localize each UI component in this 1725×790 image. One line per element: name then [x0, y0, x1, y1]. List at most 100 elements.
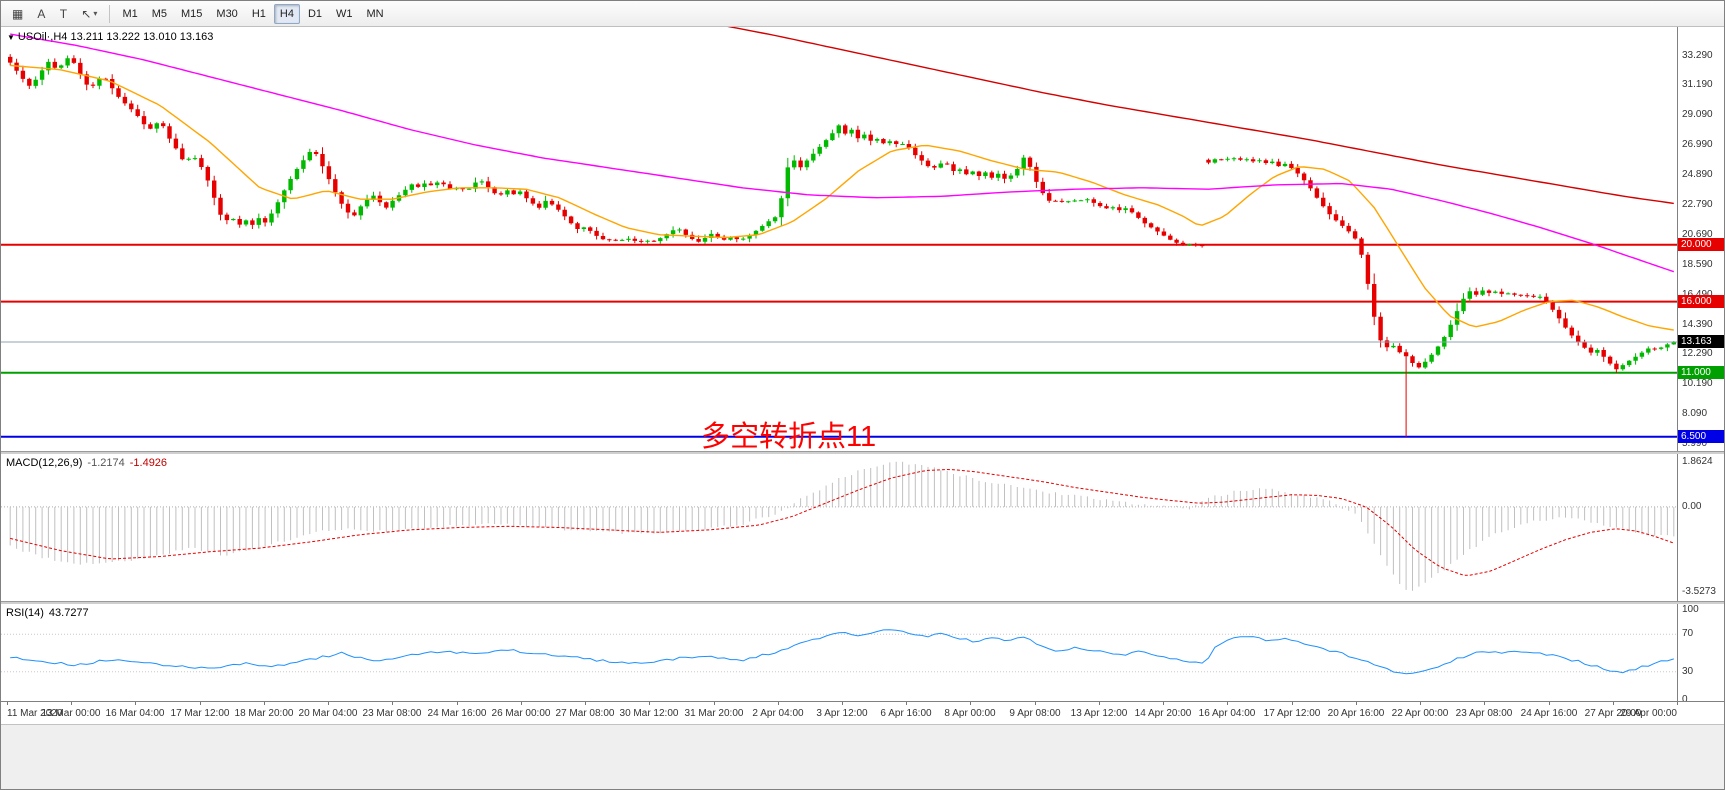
timeframe-M1[interactable]: M1 [116, 4, 143, 24]
timeframe-D1[interactable]: D1 [302, 4, 328, 24]
chart-annotation[interactable]: 多空转折点11 [701, 421, 877, 453]
price-tick: 20.690 [1682, 229, 1713, 240]
price-tick: 12.290 [1682, 348, 1713, 359]
time-tick [264, 702, 265, 705]
macd-header: MACD(12,26,9) -1.2174 -1.4926 [6, 457, 172, 469]
time-label: 29 Apr 00:00 [1620, 708, 1677, 719]
time-tick [1484, 702, 1485, 705]
time-tick [1613, 702, 1614, 705]
timeframe-W1[interactable]: W1 [330, 4, 359, 24]
macd-plot[interactable] [1, 454, 1677, 601]
time-label: 24 Mar 16:00 [427, 708, 487, 719]
time-label: 3 Apr 12:00 [816, 708, 868, 719]
down-candle-bodies [7, 56, 1657, 370]
time-label: 20 Mar 04:00 [298, 708, 358, 719]
macd-histogram [9, 461, 1675, 591]
price-tick: 16.490 [1682, 289, 1713, 300]
rsi-value: 43.7277 [48, 607, 89, 619]
timeframe-H4[interactable]: H4 [273, 3, 300, 24]
time-label: 16 Apr 04:00 [1198, 708, 1256, 719]
time-tick [7, 702, 8, 705]
timeframe-M5[interactable]: M5 [146, 4, 173, 24]
window-footer [1, 724, 1724, 789]
toolbar: ▦ A T ↖ ▾ M1 M5 M15 M30 H1 H4 D1 W1 MN [1, 1, 1724, 27]
macd-panel: MACD(12,26,9) -1.2174 -1.4926 [1, 454, 1677, 601]
price-tick: 10.190 [1682, 378, 1713, 389]
macd-scale[interactable]: 1.8624 0.00 -3.5273 [1677, 454, 1724, 601]
panel-splitter[interactable] [1, 601, 1724, 604]
macd-label: MACD(12,26,9) [6, 457, 83, 469]
up-candle-bodies [33, 58, 1676, 370]
current-price-badge: 13.163 [1678, 335, 1724, 348]
rsi-line [10, 629, 1674, 675]
slow-ma-line [727, 27, 1674, 205]
price-chart-plot[interactable] [1, 27, 1677, 451]
macd-tick: 1.8624 [1682, 456, 1713, 467]
annotate-a-icon[interactable]: A [31, 4, 51, 24]
time-label: 27 Apr 20:00 [1584, 708, 1642, 719]
price-tick: 18.590 [1682, 259, 1713, 270]
time-tick [1677, 702, 1678, 705]
chart-title: ▼ USOil·,H4 13.211 13.222 13.010 13.163 [7, 31, 213, 43]
time-tick [1549, 702, 1550, 705]
toolbar-separator [109, 4, 111, 23]
time-tick [1420, 702, 1421, 705]
price-scale[interactable]: 33.290 31.190 29.090 26.990 24.890 22.790 20.6… [1677, 27, 1724, 451]
text-tool-icon[interactable]: T [53, 4, 73, 24]
macd-tick: 0.00 [1682, 501, 1702, 512]
level-price-badge: 11.000 [1678, 366, 1724, 379]
price-tick: 31.190 [1682, 79, 1713, 90]
time-label: 22 Apr 00:00 [1391, 708, 1449, 719]
time-tick [392, 702, 393, 705]
time-label: 30 Mar 12:00 [619, 708, 679, 719]
time-tick [328, 702, 329, 705]
time-tick [200, 702, 201, 705]
time-tick [714, 702, 715, 705]
timeframe-M30[interactable]: M30 [210, 4, 243, 24]
time-label: 17 Mar 12:00 [170, 708, 230, 719]
rsi-header: RSI(14) 43.7277 [6, 607, 94, 619]
chart-grid-icon[interactable]: ▦ [6, 4, 29, 24]
time-tick [1099, 702, 1100, 705]
time-tick [649, 702, 650, 705]
rsi-scale[interactable]: 100 70 30 0 [1677, 604, 1724, 705]
time-label: 9 Apr 08:00 [1009, 708, 1061, 719]
level-price-badge: 16.000 [1678, 295, 1724, 308]
time-tick [1227, 702, 1228, 705]
time-label: 23 Apr 08:00 [1455, 708, 1513, 719]
symbol-dropdown-icon[interactable]: ▼ [7, 33, 15, 42]
time-tick [585, 702, 586, 705]
price-tick: 8.090 [1682, 408, 1708, 419]
price-tick: 33.290 [1682, 50, 1713, 61]
timeframe-MN[interactable]: MN [361, 4, 390, 24]
time-label: 8 Apr 00:00 [944, 708, 996, 719]
time-label: 2 Apr 04:00 [752, 708, 804, 719]
macd-tick: -3.5273 [1682, 586, 1716, 597]
price-tick: 22.790 [1682, 199, 1713, 210]
rsi-label: RSI(14) [6, 607, 44, 619]
time-tick [970, 702, 971, 705]
time-label: 24 Apr 16:00 [1520, 708, 1578, 719]
time-label: 11 Mar 2020 [7, 708, 63, 719]
timeframe-M15[interactable]: M15 [175, 4, 208, 24]
price-tick: 5.990 [1682, 438, 1708, 449]
timeframe-H1[interactable]: H1 [246, 4, 272, 24]
time-label: 14 Apr 20:00 [1134, 708, 1192, 719]
time-label: 17 Apr 12:00 [1263, 708, 1321, 719]
time-tick [1292, 702, 1293, 705]
time-tick [521, 702, 522, 705]
panel-splitter[interactable] [1, 451, 1724, 454]
time-tick [842, 702, 843, 705]
rsi-plot[interactable] [1, 604, 1677, 701]
time-tick [778, 702, 779, 705]
rsi-tick: 0 [1682, 694, 1688, 705]
fast-ma-line [10, 64, 1674, 331]
chart-title-text: USOil·,H4 13.211 13.222 13.010 13.163 [17, 31, 214, 43]
up-candle-wicks [35, 55, 1675, 371]
cursor-tool-icon[interactable]: ↖ ▾ [75, 4, 103, 24]
price-tick: 26.990 [1682, 139, 1713, 150]
time-label: 6 Apr 16:00 [880, 708, 932, 719]
time-tick [1356, 702, 1357, 705]
time-axis[interactable]: 11 Mar 2020 13 Mar 00:00 16 Mar 04:00 17 Ma… [1, 701, 1724, 724]
